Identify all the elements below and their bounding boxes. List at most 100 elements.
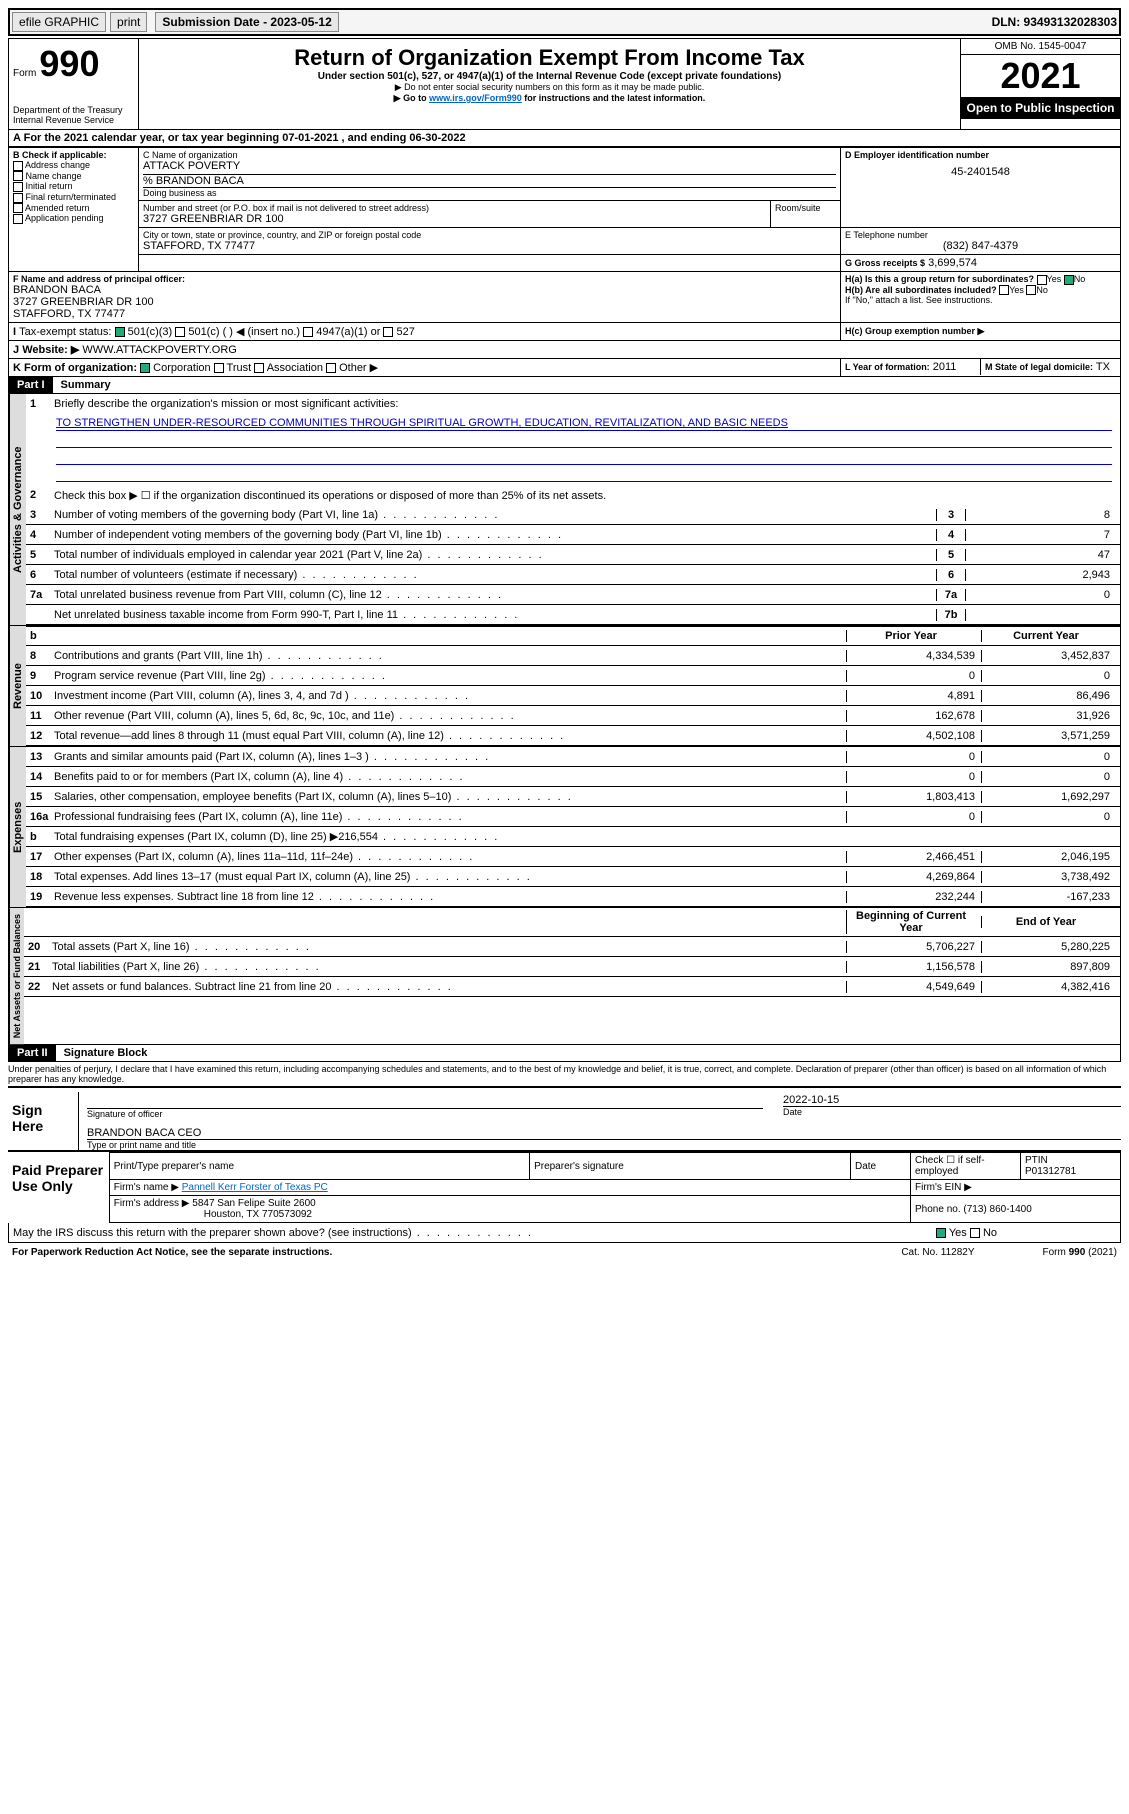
i-527[interactable]: [383, 327, 393, 337]
side-activities: Activities & Governance: [9, 394, 26, 625]
summary-row: 13Grants and similar amounts paid (Part …: [26, 747, 1120, 767]
summary-row: 22Net assets or fund balances. Subtract …: [24, 977, 1120, 997]
room-label: Room/suite: [775, 203, 836, 213]
prep-sig-hdr: Preparer's signature: [530, 1153, 851, 1180]
part1-header: Part I Summary: [8, 377, 1121, 394]
j-label: Website: ▶: [22, 344, 79, 356]
firm-phone: (713) 860-1400: [963, 1204, 1031, 1215]
paid-preparer: Paid Preparer Use Only: [8, 1152, 109, 1223]
b-option: Application pending: [13, 213, 134, 224]
firm-addr2: Houston, TX 770573092: [204, 1209, 312, 1220]
summary-row: 18Total expenses. Add lines 13–17 (must …: [26, 867, 1120, 887]
b-option: Amended return: [13, 203, 134, 214]
summary-row: 7aTotal unrelated business revenue from …: [26, 585, 1120, 605]
ha-yes[interactable]: [1037, 275, 1047, 285]
ein: 45-2401548: [845, 166, 1116, 178]
subtitle-2: ▶ Do not enter social security numbers o…: [145, 82, 954, 93]
care-of: % BRANDON BACA: [143, 174, 836, 187]
summary-row: 16aProfessional fundraising fees (Part I…: [26, 807, 1120, 827]
b-option: Final return/terminated: [13, 192, 134, 203]
summary-row: 4Number of independent voting members of…: [26, 525, 1120, 545]
i-label: Tax-exempt status:: [19, 326, 111, 338]
i-501c3[interactable]: [115, 327, 125, 337]
c-name-label: C Name of organization: [143, 150, 836, 160]
efile-btn[interactable]: efile GRAPHIC: [12, 12, 106, 32]
l2-text: Check this box ▶ ☐ if the organization d…: [54, 489, 1116, 502]
summary-row: 3Number of voting members of the governi…: [26, 505, 1120, 525]
summary-row: 17Other expenses (Part IX, column (A), l…: [26, 847, 1120, 867]
subtitle-1: Under section 501(c), 527, or 4947(a)(1)…: [145, 71, 954, 82]
g-label: G Gross receipts $: [845, 258, 925, 268]
open-public: Open to Public Inspection: [961, 97, 1120, 119]
summary-row: 19Revenue less expenses. Subtract line 1…: [26, 887, 1120, 907]
b-option: Initial return: [13, 181, 134, 192]
summary-row: 14Benefits paid to or for members (Part …: [26, 767, 1120, 787]
city-state-zip: STAFFORD, TX 77477: [143, 240, 836, 252]
pra-notice: For Paperwork Reduction Act Notice, see …: [8, 1247, 336, 1258]
print-btn[interactable]: print: [110, 12, 147, 32]
omb-number: OMB No. 1545-0047: [961, 39, 1120, 55]
col-end: End of Year: [981, 916, 1116, 928]
summary-row: 10Investment income (Part VIII, column (…: [26, 686, 1120, 706]
officer-name-title: BRANDON BACA CEO: [87, 1127, 1121, 1140]
prep-date-hdr: Date: [851, 1153, 911, 1180]
line-a: A For the 2021 calendar year, or tax yea…: [8, 130, 1121, 147]
dba-label: Doing business as: [143, 187, 836, 198]
discuss-irs: May the IRS discuss this return with the…: [13, 1227, 936, 1239]
hb-note: If "No," attach a list. See instructions…: [845, 295, 1116, 305]
street-addr: 3727 GREENBRIAR DR 100: [143, 213, 766, 225]
officer-city: STAFFORD, TX 77477: [13, 308, 836, 320]
year-formation: 2011: [933, 361, 957, 373]
summary-row: 11Other revenue (Part VIII, column (A), …: [26, 706, 1120, 726]
discuss-yes[interactable]: [936, 1228, 946, 1238]
b-option: Address change: [13, 160, 134, 171]
telephone: (832) 847-4379: [845, 240, 1116, 252]
ha-no[interactable]: [1064, 275, 1074, 285]
firm-ein-lbl: Firm's EIN ▶: [911, 1180, 1121, 1196]
f-label: F Name and address of principal officer:: [13, 274, 836, 284]
sig-date: 2022-10-15: [783, 1094, 1121, 1107]
side-netassets: Net Assets or Fund Balances: [9, 908, 24, 1044]
i-4947[interactable]: [303, 327, 313, 337]
website: WWW.ATTACKPOVERTY.ORG: [82, 344, 236, 356]
dln: DLN: 93493132028303: [992, 15, 1117, 29]
summary-row: 9Program service revenue (Part VIII, lin…: [26, 666, 1120, 686]
summary-row: 5Total number of individuals employed in…: [26, 545, 1120, 565]
officer-addr: 3727 GREENBRIAR DR 100: [13, 296, 836, 308]
officer-name: BRANDON BACA: [13, 284, 836, 296]
col-beginning: Beginning of Current Year: [846, 910, 981, 934]
summary-row: 8Contributions and grants (Part VIII, li…: [26, 646, 1120, 666]
form-title: Return of Organization Exempt From Incom…: [145, 45, 954, 71]
summary-row: 12Total revenue—add lines 8 through 11 (…: [26, 726, 1120, 746]
gross-receipts: 3,699,574: [928, 257, 977, 269]
hb-no[interactable]: [1026, 285, 1036, 295]
part2-header: Part II Signature Block: [8, 1045, 1121, 1062]
form-ref: Form 990 (2021): [1039, 1247, 1121, 1258]
discuss-no[interactable]: [970, 1228, 980, 1238]
cat-no: Cat. No. 11282Y: [897, 1247, 978, 1258]
preparer-table: Print/Type preparer's name Preparer's si…: [109, 1152, 1121, 1223]
addr-label: Number and street (or P.O. box if mail i…: [143, 203, 766, 213]
ha-label: H(a) Is this a group return for subordin…: [845, 274, 1116, 285]
firm-name[interactable]: Pannell Kerr Forster of Texas PC: [182, 1182, 328, 1193]
irs-link[interactable]: www.irs.gov/Form990: [429, 93, 522, 103]
subtitle-3: ▶ Go to www.irs.gov/Form990 for instruct…: [145, 93, 954, 104]
perjury-decl: Under penalties of perjury, I declare th…: [8, 1062, 1121, 1086]
summary-row: 15Salaries, other compensation, employee…: [26, 787, 1120, 807]
d-label: D Employer identification number: [845, 150, 1116, 160]
hc-label: H(c) Group exemption number ▶: [845, 326, 984, 336]
col-prior: Prior Year: [846, 630, 981, 642]
dept-treasury: Department of the Treasury: [13, 105, 134, 115]
summary-row: 20Total assets (Part X, line 16)5,706,22…: [24, 937, 1120, 957]
k-label: K Form of organization:: [13, 362, 137, 374]
sign-here: Sign Here: [8, 1092, 78, 1150]
side-expenses: Expenses: [9, 747, 26, 907]
footer: For Paperwork Reduction Act Notice, see …: [8, 1247, 1121, 1258]
side-revenue: Revenue: [9, 626, 26, 746]
submission-date: Submission Date - 2023-05-12: [155, 12, 338, 32]
i-501c[interactable]: [175, 327, 185, 337]
e-label: E Telephone number: [845, 230, 1116, 240]
b-label: B Check if applicable:: [13, 150, 134, 160]
prep-name-hdr: Print/Type preparer's name: [109, 1153, 529, 1180]
hb-yes[interactable]: [999, 285, 1009, 295]
